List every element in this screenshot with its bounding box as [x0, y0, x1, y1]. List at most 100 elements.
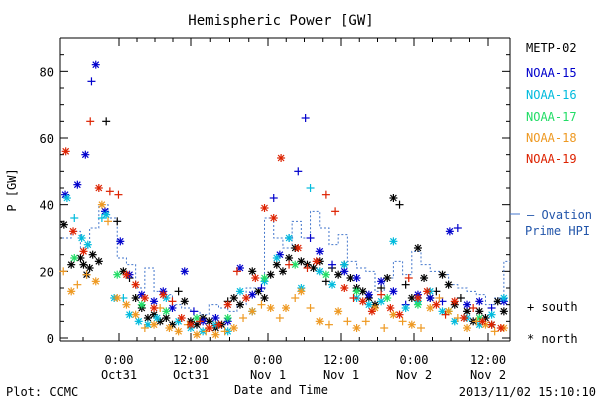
legend-noaa-15: NOAA-15 — [526, 66, 577, 80]
point-noaa-19-north — [251, 274, 260, 282]
mark-d2 — [294, 244, 302, 252]
point-metp-02-north — [76, 254, 85, 262]
point-noaa-18-north — [67, 287, 76, 296]
point-noaa-19-north — [260, 204, 269, 212]
point-noaa-18-south — [220, 327, 229, 336]
mark-d2 — [135, 317, 143, 325]
mark-d2 — [463, 307, 471, 315]
mark-d2 — [334, 271, 342, 279]
mark-d2 — [451, 317, 459, 325]
mark-d2 — [251, 274, 259, 282]
mark-d2 — [426, 304, 434, 312]
point-metp-02-north — [235, 300, 244, 309]
mark-d2 — [73, 181, 81, 189]
point-noaa-18-north — [165, 324, 174, 332]
point-noaa-16-north — [102, 210, 111, 219]
point-noaa-15-north — [340, 267, 349, 276]
point-noaa-19-north — [177, 314, 186, 322]
timestamp: 2013/11/02 15:10:10 — [459, 385, 596, 399]
point-noaa-15-south — [189, 307, 198, 316]
point-noaa-18-south — [140, 324, 149, 332]
point-noaa-19-south — [303, 264, 312, 272]
point-noaa-16-north — [377, 297, 386, 306]
mark-d2 — [368, 307, 376, 315]
point-metp-02-north — [499, 307, 508, 316]
mark-d2 — [113, 294, 121, 302]
point-noaa-18-north — [211, 330, 220, 339]
mark-d2 — [475, 297, 483, 305]
mark-d2 — [414, 301, 422, 309]
mark-d2 — [76, 254, 84, 262]
point-noaa-15-south — [257, 284, 266, 292]
point-noaa-19-north — [223, 300, 232, 309]
point-noaa-18-south — [59, 267, 68, 276]
x-tick-label-date: Nov 1 — [250, 368, 286, 382]
mark-d2 — [193, 314, 201, 322]
mark-d2 — [123, 301, 130, 309]
mark-d2 — [92, 61, 100, 69]
point-metp-02-north — [88, 250, 97, 259]
mark-d2 — [270, 214, 278, 222]
mark-d2 — [396, 311, 403, 319]
point-noaa-16-north — [134, 317, 143, 326]
mark-d2 — [297, 287, 305, 295]
mark-d2 — [273, 254, 281, 262]
point-metp-02-north — [420, 274, 429, 282]
point-noaa-18-south — [82, 270, 91, 279]
mark-d2 — [316, 267, 324, 275]
mark-d2 — [248, 267, 256, 275]
mark-d2 — [463, 301, 471, 309]
point-noaa-16-north — [487, 310, 496, 319]
point-noaa-16-north — [499, 294, 508, 302]
mark-d2 — [460, 314, 468, 322]
point-noaa-19-south — [331, 207, 340, 216]
mark-d2 — [377, 277, 385, 285]
mark-d2 — [132, 311, 140, 319]
mark-d2 — [445, 307, 453, 315]
x-tick-label-date: Oct31 — [101, 368, 137, 382]
point-noaa-19-north — [294, 244, 303, 252]
point-noaa-17-north — [223, 314, 232, 322]
point-noaa-18-north — [97, 200, 106, 209]
point-noaa-18-north — [315, 317, 324, 326]
point-noaa-18-south — [73, 280, 82, 289]
mark-d2 — [488, 311, 496, 319]
mark-d2 — [89, 251, 97, 259]
point-metp-02-north — [67, 260, 76, 269]
point-metp-02-south — [174, 287, 183, 296]
point-noaa-19-north — [478, 317, 487, 326]
mark-d2 — [102, 211, 110, 219]
point-noaa-16-north — [77, 234, 86, 242]
point-noaa-19-north — [413, 294, 422, 302]
mark-d2 — [178, 314, 186, 322]
point-noaa-18-north — [113, 294, 122, 302]
mark-d2 — [86, 264, 94, 272]
mark-d2 — [138, 301, 146, 309]
point-noaa-15-north — [91, 60, 100, 69]
point-noaa-19-north — [367, 307, 376, 316]
x-tick-label-date: Nov 2 — [470, 368, 506, 382]
point-noaa-16-north — [235, 287, 244, 296]
point-metp-02-north — [260, 294, 269, 302]
point-noaa-18-north — [352, 324, 361, 332]
point-metp-02-north — [229, 294, 238, 302]
point-noaa-16-north — [83, 240, 92, 249]
point-noaa-15-north — [364, 290, 373, 299]
mark-d2 — [165, 324, 173, 332]
mark-d2 — [61, 191, 69, 199]
mark-d2 — [282, 304, 290, 312]
point-metp-02-south — [102, 117, 111, 126]
mark-d2 — [475, 307, 483, 315]
mark-d2 — [150, 311, 158, 319]
x-axis-label: Date and Time — [234, 383, 328, 397]
mark-d2 — [70, 254, 78, 262]
mark-d2 — [426, 294, 434, 302]
y-tick-label-60: 60 — [40, 132, 54, 146]
mark-d2 — [230, 294, 238, 302]
mark-d2 — [285, 254, 293, 262]
point-noaa-19-north — [395, 310, 404, 319]
mark-d2 — [60, 221, 68, 229]
mark-d2 — [205, 324, 213, 332]
mark-d2 — [63, 194, 71, 202]
point-noaa-18-south — [324, 320, 333, 329]
